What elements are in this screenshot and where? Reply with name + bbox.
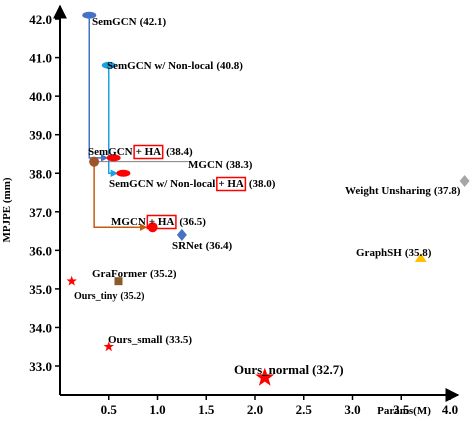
arrows <box>88 15 188 231</box>
y-ticks: 33.0 34.0 35.0 36.0 37.0 38.0 39.0 40.0 41.0 42.0 <box>29 12 60 374</box>
label-value: (36.5) <box>179 216 206 228</box>
labels: SemGCN (42.1)SemGCN w/ Non-local (40.8)Sem… <box>74 16 461 377</box>
label-name: Weight Unsharing <box>345 185 431 197</box>
y-tick-label: 39.0 <box>29 128 52 143</box>
label-value: (32.7) <box>312 362 343 377</box>
label-graformer: GraFormer (35.2) <box>92 268 177 280</box>
x-tick-label: 3.5 <box>393 402 410 417</box>
arrow-1 <box>108 65 119 177</box>
point-ours-small <box>103 341 114 352</box>
y-tick-label: 37.0 <box>29 205 52 220</box>
label-semgcn-w-non-local: SemGCN w/ Non-local (40.8) <box>107 60 243 72</box>
x-tick-label: 0.5 <box>101 402 118 417</box>
y-tick-label: 33.0 <box>29 359 52 374</box>
label-semgcn-w-non-local-ha: SemGCN w/ Non-local + HA (38.0) <box>109 178 276 190</box>
x-ticks: 0.5 1.0 1.5 2.0 2.5 3.0 3.5 4.0 <box>101 395 458 417</box>
label-value: (38.3) <box>226 159 253 171</box>
y-tick-label: 41.0 <box>29 51 52 66</box>
point-ours-tiny <box>66 275 77 286</box>
x-tick-label: 2.0 <box>247 402 263 417</box>
point-semgcn <box>82 11 97 19</box>
label-name: GraphSH <box>356 247 402 259</box>
label-name: MGCN <box>111 216 146 228</box>
label-name: MGCN <box>188 159 223 171</box>
point-graphsh <box>414 253 427 263</box>
label-name: SemGCN <box>88 146 133 158</box>
points <box>66 11 470 386</box>
y-tick-label: 34.0 <box>29 320 52 335</box>
label-srnet: SRNet (36.4) <box>172 240 232 252</box>
label-ours-normal: Ours_normal (32.7) <box>234 362 344 377</box>
label-name: SRNet <box>172 240 203 252</box>
label-mgcn: MGCN (38.3) <box>188 159 253 171</box>
point-weight-unsharing <box>459 174 470 187</box>
label-value: (37.8) <box>434 185 461 197</box>
y-tick-label: 38.0 <box>29 166 52 181</box>
y-tick-label: 40.0 <box>29 89 52 104</box>
x-tick-label: 2.5 <box>296 402 313 417</box>
arrow-2 <box>93 161 148 231</box>
label-ours-small: Ours_small (33.5) <box>108 334 192 346</box>
point-graformer <box>114 277 123 286</box>
label-value: (33.5) <box>165 334 192 346</box>
point-mgcn-ha <box>147 222 158 233</box>
point-ours-normal <box>255 367 275 386</box>
ha-highlight-box <box>216 176 247 192</box>
label-value: (42.1) <box>140 16 167 28</box>
label-semgcn: SemGCN (42.1) <box>92 16 167 28</box>
label-name: GraFormer <box>92 268 147 280</box>
ha-highlight-box <box>146 214 177 230</box>
point-srnet <box>176 228 187 241</box>
x-tick-label: 4.0 <box>442 402 458 417</box>
x-tick-label: 3.0 <box>344 402 360 417</box>
point-semgcn-w-non-local <box>101 61 116 69</box>
label-value: (35.2) <box>150 268 177 280</box>
label-semgcn-ha: SemGCN + HA (38.4) <box>88 146 193 158</box>
label-name: SemGCN w/ Non-local <box>107 60 213 72</box>
arrow-0 <box>88 15 109 162</box>
x-axis-title: Params(M) <box>377 405 431 417</box>
label-value: (35.8) <box>405 247 432 259</box>
label-name: SemGCN w/ Non-local <box>109 178 215 190</box>
label-graphsh: GraphSH (35.8) <box>356 247 432 259</box>
point-semgcn-w-non-local-ha <box>116 169 131 177</box>
y-axis-title: MPJPE (mm) <box>1 177 13 242</box>
label-value: (36.4) <box>206 240 233 252</box>
label-value: (38.4) <box>166 146 193 158</box>
label-ha: + HA <box>136 146 162 158</box>
label-name: SemGCN <box>92 16 137 28</box>
label-name: Ours_small <box>108 334 162 346</box>
y-tick-label: 36.0 <box>29 243 52 258</box>
point-mgcn <box>89 156 100 167</box>
y-tick-label: 35.0 <box>29 282 52 297</box>
label-weight-unsharing: Weight Unsharing (37.8) <box>345 185 461 197</box>
label-value: (40.8) <box>216 60 243 72</box>
label-ours-tiny: Ours_tiny (35.2) <box>74 291 145 302</box>
x-tick-label: 1.0 <box>149 402 165 417</box>
label-ha: + HA <box>149 216 175 228</box>
y-tick-label: 42.0 <box>29 12 52 27</box>
label-name: Ours_tiny <box>74 291 117 302</box>
point-semgcn-ha <box>106 154 121 162</box>
label-value: (35.2) <box>120 291 144 302</box>
label-mgcn-ha: MGCN + HA (36.5) <box>111 216 206 228</box>
label-value: (38.0) <box>249 178 276 190</box>
x-tick-label: 1.5 <box>198 402 215 417</box>
label-name: Ours_normal <box>234 362 310 377</box>
label-ha: + HA <box>218 178 244 190</box>
ha-highlight-box <box>133 144 164 160</box>
